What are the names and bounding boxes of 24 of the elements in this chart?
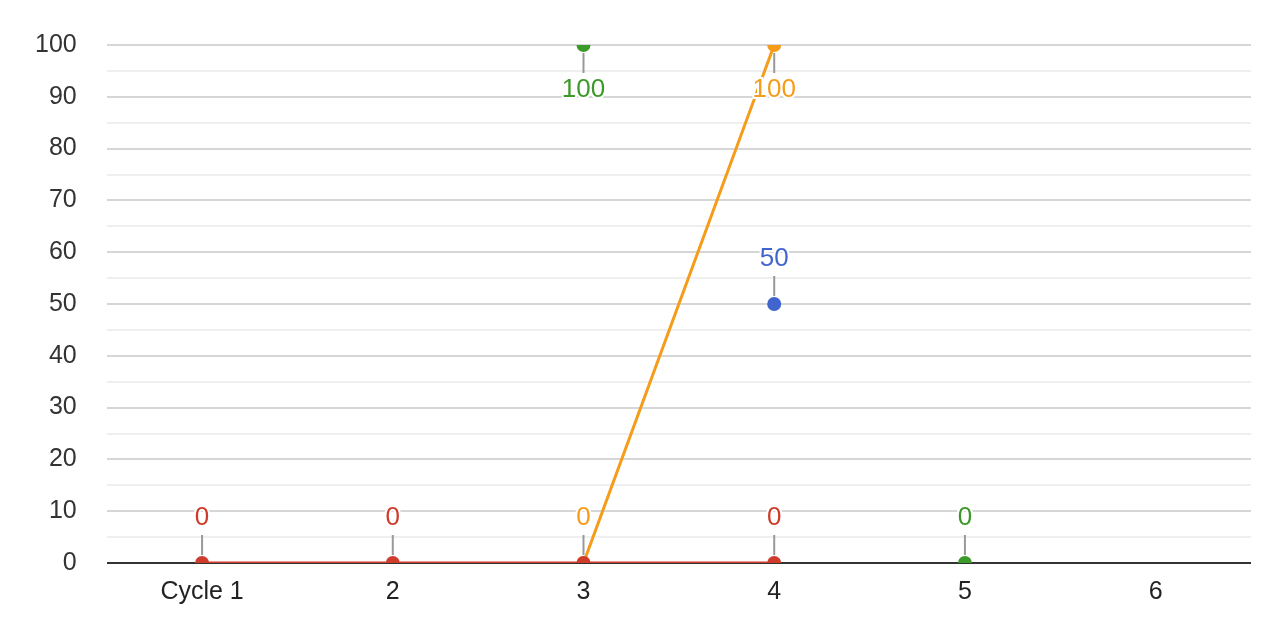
y-tick-label: 20 [48, 443, 77, 472]
y-tick-label: 40 [48, 339, 77, 368]
data-label: 0 [957, 501, 973, 532]
y-tick-label: 10 [48, 495, 77, 524]
data-label: 100 [561, 73, 606, 104]
x-tick-label: 4 [767, 575, 782, 604]
x-tick-label: 5 [957, 575, 972, 604]
data-label: 50 [759, 242, 789, 273]
data-label: 0 [576, 501, 591, 532]
y-tick-label: 70 [48, 184, 77, 213]
y-tick-label: 60 [48, 236, 77, 265]
data-label: 0 [385, 501, 401, 532]
x-tick-label: 3 [576, 575, 591, 604]
x-tick-label: 6 [1148, 575, 1163, 604]
y-tick-label: 0 [62, 546, 77, 575]
data-label: 0 [766, 501, 782, 532]
x-tick-label: Cycle 1 [160, 575, 244, 604]
y-tick-label: 50 [48, 287, 77, 316]
x-tick-label: 2 [385, 575, 400, 604]
y-tick-label: 80 [48, 132, 77, 161]
y-tick-label: 90 [48, 80, 77, 109]
data-label: 0 [194, 501, 210, 532]
y-tick-label: 100 [34, 28, 77, 57]
y-tick-label: 30 [48, 391, 77, 420]
